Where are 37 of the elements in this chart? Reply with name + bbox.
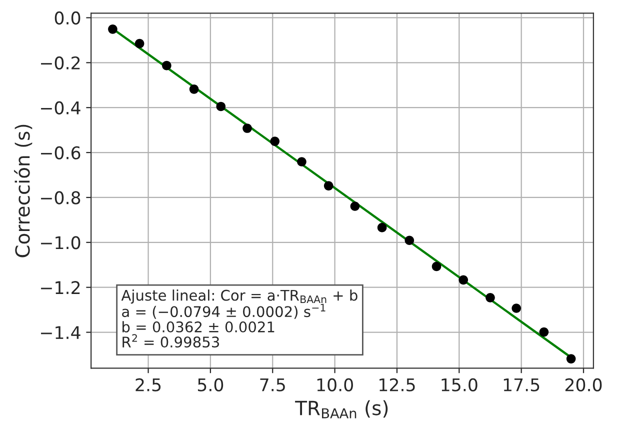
point [270, 136, 280, 146]
x-tick-label: 10.0 [317, 378, 353, 392]
point [350, 202, 360, 211]
y-tick-label: −1.4 [41, 326, 80, 339]
x-tick-label: 15.0 [442, 378, 478, 392]
x-tick-label: 20.0 [565, 378, 602, 392]
text: Ajuste lineal: Cor = a·TR$_{BAAn}$ + b a = (−0.0794 ± 0.0002) s$^{−1}$ b = 0.0362 ± 0.0021 R$^{2}$ = 0.99853 [121, 290, 358, 348]
point [297, 157, 306, 166]
y-tick-label: 0.0 [54, 11, 80, 25]
point [566, 354, 576, 364]
point [216, 102, 226, 112]
point [512, 304, 522, 313]
y-tick-label: −0.4 [41, 101, 80, 114]
y-tick-label: −1.2 [41, 281, 80, 294]
point [539, 327, 549, 337]
point [189, 84, 199, 94]
x-tick-label: 17.5 [504, 378, 540, 392]
point [162, 60, 172, 70]
x-tick-label: 12.5 [380, 378, 415, 392]
x-tick-label: 2.5 [136, 378, 161, 392]
y-axis-title: Corrección (s) [14, 124, 32, 258]
point [432, 262, 442, 272]
x-tick-label: 7.5 [260, 378, 285, 392]
x-axis-title: TR$_{BAAn}$ (s) [295, 400, 388, 418]
point [486, 293, 495, 302]
point [134, 38, 144, 48]
point [108, 24, 118, 34]
point [458, 275, 468, 285]
y-tick-label: −1.0 [41, 236, 80, 250]
y-tick-label: −0.8 [41, 191, 80, 204]
y-tick-label: −0.2 [41, 56, 80, 70]
x-tick-label: 5.0 [198, 378, 224, 392]
point [377, 222, 387, 232]
point [324, 181, 334, 190]
y-tick-label: −0.6 [41, 146, 80, 160]
point [242, 124, 252, 133]
point [404, 236, 414, 246]
